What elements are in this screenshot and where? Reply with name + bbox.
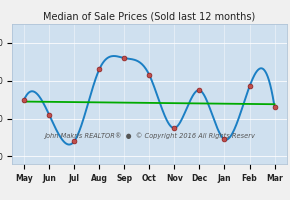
Point xyxy=(47,113,52,116)
Point xyxy=(97,68,101,71)
Point xyxy=(147,73,152,77)
Point xyxy=(172,126,177,130)
Point xyxy=(22,98,26,101)
Point xyxy=(247,85,252,88)
Point xyxy=(72,140,77,143)
Point xyxy=(197,89,202,92)
Title: Median of Sale Prices (Sold last 12 months): Median of Sale Prices (Sold last 12 mont… xyxy=(43,12,255,22)
Point xyxy=(272,106,277,109)
Point xyxy=(222,138,227,141)
Point xyxy=(122,56,127,60)
Text: John Makris REALTOR®  ●  © Copyright 2016 All Rights Reserv: John Makris REALTOR® ● © Copyright 2016 … xyxy=(44,133,255,139)
